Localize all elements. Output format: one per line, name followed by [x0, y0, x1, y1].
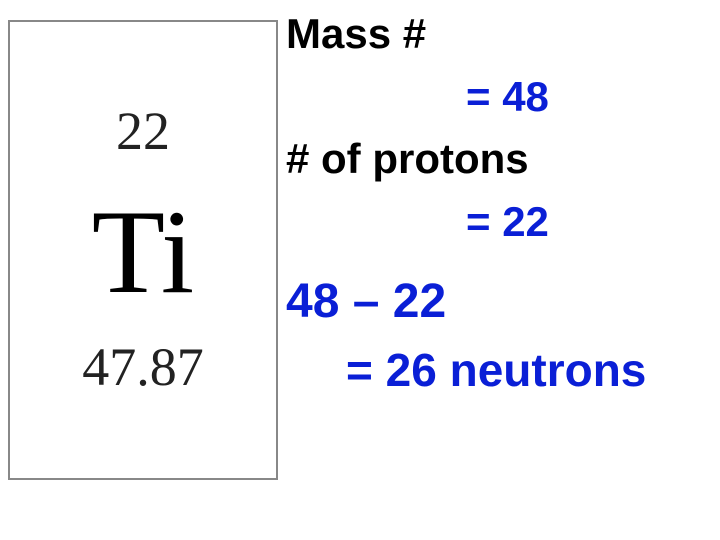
periodic-element-tile: 22 Ti 47.87: [8, 20, 278, 480]
calculation-panel: Mass # = 48 # of protons = 22 48 – 22 = …: [278, 0, 720, 540]
neutrons-result: = 26 neutrons: [286, 342, 710, 400]
mass-number-label: Mass #: [286, 8, 710, 61]
mass-number-value: = 48: [286, 71, 710, 124]
element-symbol: Ti: [92, 192, 194, 312]
protons-value: = 22: [286, 196, 710, 249]
slide-container: 22 Ti 47.87 Mass # = 48 # of protons = 2…: [0, 0, 720, 540]
subtraction-expression: 48 – 22: [286, 272, 710, 332]
atomic-number: 22: [116, 100, 170, 162]
atomic-mass: 47.87: [82, 336, 204, 398]
protons-label: # of protons: [286, 133, 710, 186]
